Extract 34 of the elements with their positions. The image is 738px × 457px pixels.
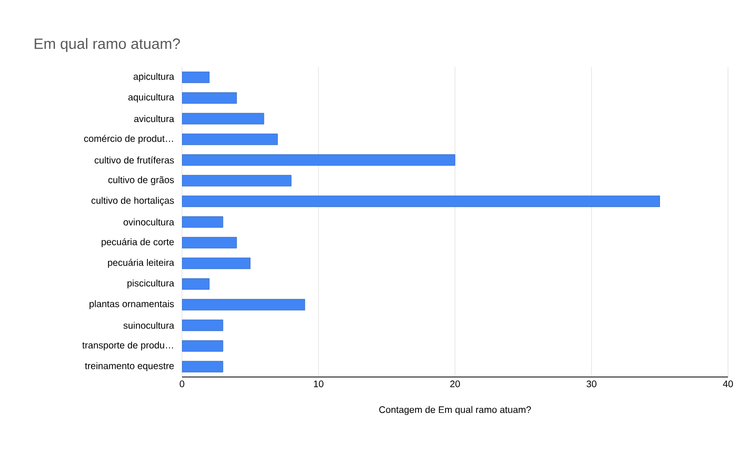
y-tick-label: pecuária de corte: [102, 238, 174, 248]
x-tick-label: 40: [722, 380, 733, 388]
y-tick-label: comércio de produt…: [84, 134, 173, 144]
bar: [182, 236, 237, 248]
bar: [182, 92, 237, 104]
y-tick-label: piscicultura: [128, 280, 174, 288]
y-tick-label: cultivo de grãos: [108, 176, 174, 186]
bar: [182, 360, 224, 372]
y-tick-label: avicultura: [134, 115, 174, 122]
bar: [182, 154, 456, 166]
x-tick-label: 30: [586, 380, 596, 388]
y-tick-label: suinocultura: [123, 322, 174, 329]
bar: [182, 196, 660, 208]
bar: [182, 298, 306, 310]
x-tick-label: 0: [180, 380, 184, 388]
bar: [182, 258, 250, 270]
y-tick-label: cultivo de frutíferas: [94, 156, 174, 164]
y-tick-label: plantas ornamentais: [90, 300, 174, 310]
y-tick-label: transporte de produ…: [82, 342, 173, 350]
x-tick-label: 10: [314, 380, 324, 388]
bar: [182, 112, 264, 124]
bar: [182, 134, 278, 146]
y-tick-label: pecuária leiteira: [108, 258, 174, 268]
y-tick-label: apicultura: [134, 72, 174, 82]
y-tick-label: aquicultura: [128, 94, 174, 102]
x-axis-title: Contagem de Em qual ramo atuam?: [379, 406, 531, 415]
y-tick-label: ovinocultura: [124, 218, 174, 226]
bar: [182, 72, 210, 84]
x-tick-label: 20: [450, 380, 460, 388]
y-tick-label: cultivo de hortaliças: [92, 196, 174, 206]
y-tick-label: treinamento equestre: [84, 362, 174, 372]
bar: [182, 174, 292, 186]
bar: [182, 320, 224, 332]
chart-title: Em qual ramo atuam?: [34, 38, 180, 52]
